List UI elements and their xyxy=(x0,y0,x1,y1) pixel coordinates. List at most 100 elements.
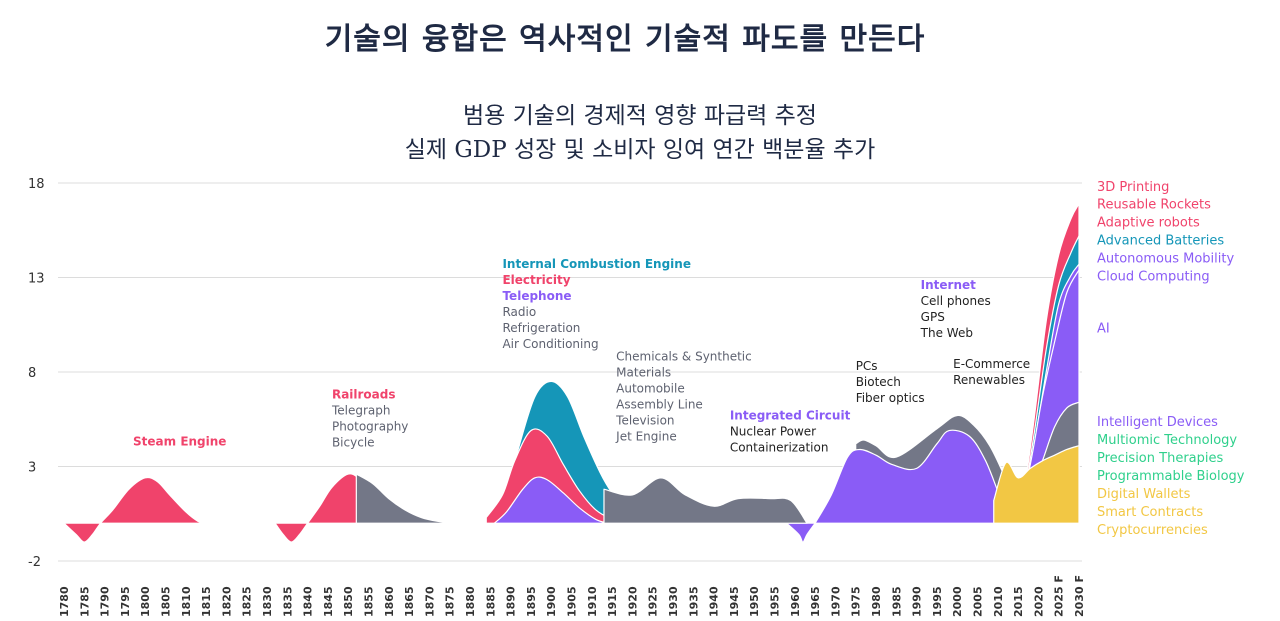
x-tick-label: 1925 xyxy=(647,586,660,617)
legend-item-digital-wallets: Digital Wallets xyxy=(1097,487,1191,502)
x-tick-label: 1900 xyxy=(545,586,558,617)
x-tick-label: 1930 xyxy=(667,586,680,617)
x-tick-label: 1840 xyxy=(302,586,315,617)
x-tick-label: 1790 xyxy=(99,586,112,617)
annotation-bicycle: Bicycle xyxy=(332,435,375,449)
x-tick-label: 2025 F xyxy=(1053,575,1066,617)
legend-item-precision-therapies: Precision Therapies xyxy=(1097,451,1223,466)
x-tick-label: 1905 xyxy=(566,586,579,617)
x-tick-label: 1785 xyxy=(78,586,91,617)
annotation-air-conditioning: Air Conditioning xyxy=(502,337,598,351)
annotation-integrated-circuit: Integrated Circuit xyxy=(730,408,851,422)
x-tick-label: 1970 xyxy=(829,586,842,617)
area-digital-wallets-smart-contracts-cryptocurrencies xyxy=(993,445,1080,524)
x-tick-label: 1845 xyxy=(322,586,335,617)
x-tick-label: 1810 xyxy=(180,586,193,617)
annotation-gps: GPS xyxy=(921,310,945,324)
annotation-materials: Materials xyxy=(616,366,671,380)
legend-item-smart-contracts: Smart Contracts xyxy=(1097,505,1203,520)
legend-item-advanced-batteries: Advanced Batteries xyxy=(1097,234,1224,249)
annotation-automobile: Automobile xyxy=(616,382,685,396)
legend-item-cloud-computing: Cloud Computing xyxy=(1097,270,1210,285)
x-tick-label: 1955 xyxy=(769,586,782,617)
annotation-e-commerce: E-Commerce xyxy=(953,357,1030,371)
annotation-refrigeration: Refrigeration xyxy=(502,321,580,335)
annotation-internal-combustion-engine: Internal Combustion Engine xyxy=(502,257,691,271)
legend-item-ai: AI xyxy=(1097,322,1110,337)
x-tick-labels: 1780 1785 1790 1795 1800 1805 1810 1815 1820 1825… xyxy=(58,575,1086,617)
x-tick-label: 1890 xyxy=(505,586,518,617)
x-tick-label: 1920 xyxy=(626,586,639,617)
x-tick-label: 1975 xyxy=(850,586,863,617)
area-railroads-wave-gray-band xyxy=(355,473,455,524)
legend-item-3d-printing: 3D Printing xyxy=(1097,180,1169,195)
x-tick-label: 2005 xyxy=(972,586,985,617)
y-tick-label: 18 xyxy=(28,177,45,192)
x-tick-label: 1860 xyxy=(383,586,396,617)
legend-item-cryptocurrencies: Cryptocurrencies xyxy=(1097,523,1208,538)
annotation-railroads: Railroads xyxy=(332,387,396,401)
area-integrated-circuit-dip xyxy=(786,522,816,543)
x-tick-label: 2000 xyxy=(951,586,964,617)
x-tick-label: 1965 xyxy=(809,586,822,617)
x-tick-label: 1830 xyxy=(261,586,274,617)
area-chemicals-synthetic-materials-wave-gray xyxy=(603,477,808,524)
annotation-telephone: Telephone xyxy=(502,289,571,303)
x-tick-label: 1875 xyxy=(444,586,457,617)
x-tick-label: 1935 xyxy=(687,586,700,617)
annotation-radio: Radio xyxy=(502,305,536,319)
x-tick-label: 1895 xyxy=(525,586,538,617)
x-tick-label: 2020 xyxy=(1032,586,1045,617)
x-tick-label: 1805 xyxy=(160,586,173,617)
annotation-internet: Internet xyxy=(921,278,976,292)
annotation-assembly-line: Assembly Line xyxy=(616,398,703,412)
x-tick-label: 1960 xyxy=(789,586,802,617)
annotation-biotech: Biotech xyxy=(856,375,901,389)
area-steam-engine xyxy=(63,476,207,543)
annotation-television: Television xyxy=(615,414,674,428)
annotation-photography: Photography xyxy=(332,419,408,433)
legend-item-reusable-rockets: Reusable Rockets xyxy=(1097,198,1211,213)
x-tick-label: 1880 xyxy=(464,586,477,617)
chart-subtitle-line1: 범용 기술의 경제적 영향 파급력 추정 xyxy=(463,103,817,129)
legend-item-programmable-biology: Programmable Biology xyxy=(1097,469,1245,484)
x-tick-label: 1815 xyxy=(200,586,213,617)
annotation-containerization: Containerization xyxy=(730,440,829,454)
legend-item-autonomous-mobility: Autonomous Mobility xyxy=(1097,252,1234,267)
x-tick-label: 1940 xyxy=(708,586,721,617)
annotation-pcs: PCs xyxy=(856,359,878,373)
x-tick-label: 1835 xyxy=(281,586,294,617)
y-tick-labels: 18 13 8 3 -2 xyxy=(28,177,45,570)
legend: 3D Printing Reusable Rockets Adaptive robo… xyxy=(1097,180,1245,538)
y-tick-label: 3 xyxy=(28,461,36,476)
x-tick-label: 1915 xyxy=(606,586,619,617)
y-tick-label: 8 xyxy=(28,366,36,381)
annotations: Steam Engine Railroads Telegraph Photograph… xyxy=(133,257,1030,454)
annotation-nuclear-power: Nuclear Power xyxy=(730,424,816,438)
x-tick-label: 1980 xyxy=(870,586,883,617)
area-telephone-band xyxy=(493,476,609,524)
x-tick-label: 1950 xyxy=(748,586,761,617)
annotation-renewables: Renewables xyxy=(953,373,1025,387)
x-tick-label: 1990 xyxy=(911,586,924,617)
x-tick-label: 1795 xyxy=(119,586,132,617)
x-tick-label: 1780 xyxy=(58,586,71,617)
annotation-electricity: Electricity xyxy=(502,273,570,287)
x-tick-label: 1945 xyxy=(728,586,741,617)
legend-item-adaptive-robots: Adaptive robots xyxy=(1097,216,1200,231)
x-tick-label: 1825 xyxy=(241,586,254,617)
x-tick-label: 1820 xyxy=(220,586,233,617)
x-tick-label: 1850 xyxy=(342,586,355,617)
chart-subtitle-line2: 실제 GDP 성장 및 소비자 잉여 연간 백분율 추가 xyxy=(404,137,876,163)
annotation-chemicals-synthetic: Chemicals & Synthetic xyxy=(616,350,752,364)
x-tick-label: 1985 xyxy=(890,586,903,617)
y-tick-label: 13 xyxy=(28,272,45,287)
x-tick-label: 1910 xyxy=(586,586,599,617)
annotation-fiber-optics: Fiber optics xyxy=(856,391,925,405)
annotation-telegraph: Telegraph xyxy=(331,403,391,417)
x-tick-label: 2030 F xyxy=(1073,575,1086,617)
x-tick-label: 1855 xyxy=(363,586,376,617)
x-tick-label: 1995 xyxy=(931,586,944,617)
legend-item-intelligent-devices: Intelligent Devices xyxy=(1097,415,1218,430)
